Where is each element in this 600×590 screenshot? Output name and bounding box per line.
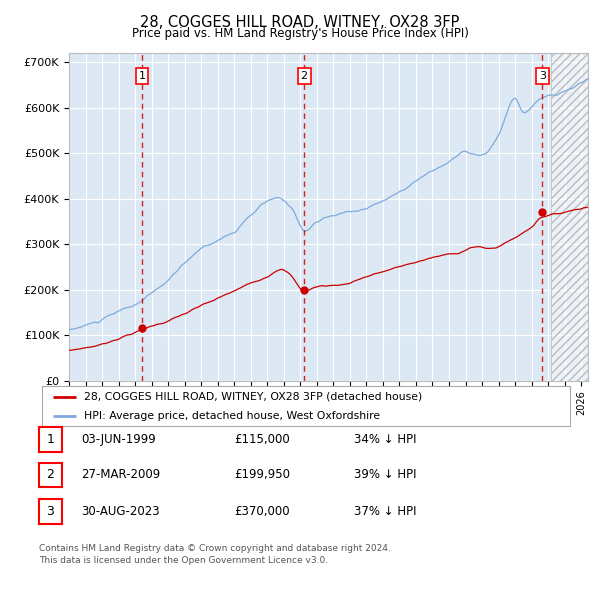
Bar — [551, 53, 588, 381]
Text: £199,950: £199,950 — [234, 468, 290, 481]
Text: 34% ↓ HPI: 34% ↓ HPI — [354, 433, 416, 446]
Text: 2: 2 — [301, 71, 308, 81]
Text: 03-JUN-1999: 03-JUN-1999 — [81, 433, 156, 446]
Text: 37% ↓ HPI: 37% ↓ HPI — [354, 505, 416, 518]
Text: 27-MAR-2009: 27-MAR-2009 — [81, 468, 160, 481]
Text: This data is licensed under the Open Government Licence v3.0.: This data is licensed under the Open Gov… — [39, 556, 328, 565]
Text: £370,000: £370,000 — [234, 505, 290, 518]
Bar — [551, 53, 588, 381]
Text: 3: 3 — [539, 71, 546, 81]
Text: £115,000: £115,000 — [234, 433, 290, 446]
Text: Contains HM Land Registry data © Crown copyright and database right 2024.: Contains HM Land Registry data © Crown c… — [39, 545, 391, 553]
Text: 28, COGGES HILL ROAD, WITNEY, OX28 3FP (detached house): 28, COGGES HILL ROAD, WITNEY, OX28 3FP (… — [84, 392, 422, 402]
Text: HPI: Average price, detached house, West Oxfordshire: HPI: Average price, detached house, West… — [84, 411, 380, 421]
Text: 39% ↓ HPI: 39% ↓ HPI — [354, 468, 416, 481]
Text: 1: 1 — [46, 433, 55, 446]
Text: Price paid vs. HM Land Registry's House Price Index (HPI): Price paid vs. HM Land Registry's House … — [131, 27, 469, 40]
Text: 2: 2 — [46, 468, 55, 481]
Text: 1: 1 — [139, 71, 146, 81]
Text: 30-AUG-2023: 30-AUG-2023 — [81, 505, 160, 518]
Text: 28, COGGES HILL ROAD, WITNEY, OX28 3FP: 28, COGGES HILL ROAD, WITNEY, OX28 3FP — [140, 15, 460, 30]
Text: 3: 3 — [46, 505, 55, 518]
